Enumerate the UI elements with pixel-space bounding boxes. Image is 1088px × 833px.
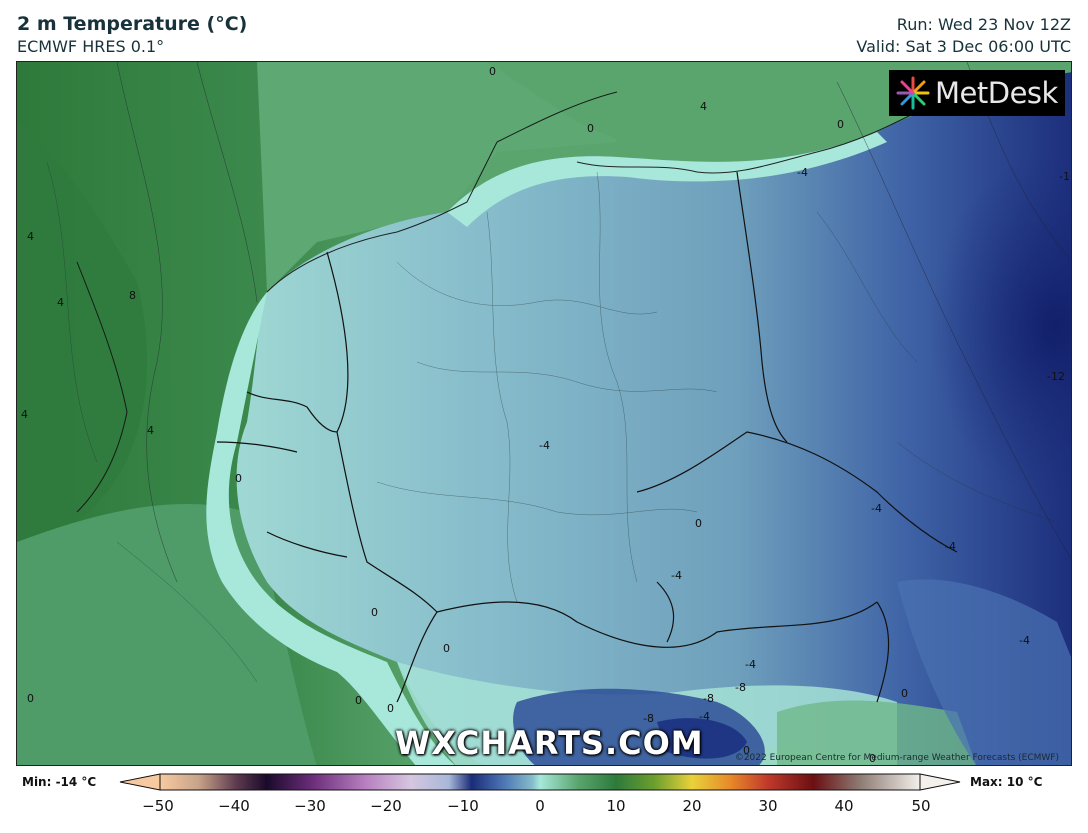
- east-cold-core: [717, 102, 1071, 602]
- contour-label: 0: [587, 122, 594, 135]
- teal-fringe-north: [447, 132, 887, 227]
- contour-label: -8: [643, 712, 654, 725]
- color-bar-body: [159, 773, 921, 791]
- color-bar-right-arrow: [919, 773, 961, 791]
- map-canvas: [17, 62, 1071, 765]
- contour-label: 4: [21, 408, 28, 421]
- temperature-map[interactable]: 4 4 8 4 4 0 0 0 4 -1 -12 -4 0 -4 -4 -4 -…: [16, 61, 1072, 766]
- max-temperature: Max: 10 °C: [970, 775, 1043, 789]
- contour-label: 4: [700, 100, 707, 113]
- logo-text: MetDesk: [935, 76, 1058, 110]
- contour-label: -4: [745, 658, 756, 671]
- contour-label: 0: [27, 692, 34, 705]
- scale-tick-label: 20: [682, 797, 702, 815]
- contour-label: -4: [871, 502, 882, 515]
- contour-label: -4: [671, 569, 682, 582]
- scale-tick-label: 40: [834, 797, 854, 815]
- contour-label: -1: [1059, 170, 1070, 183]
- contour-label: -12: [1047, 370, 1065, 383]
- contour-label: -4: [699, 710, 710, 723]
- regional-borders: [46, 161, 1058, 683]
- contour-label: 0: [743, 744, 750, 757]
- contour-label: -8: [703, 692, 714, 705]
- watermark: WXCHARTS.COM: [395, 724, 704, 762]
- contour-label: 0: [355, 694, 362, 707]
- contour-label: 4: [57, 296, 64, 309]
- contour-label: 4: [27, 230, 34, 243]
- contour-label: 4: [147, 424, 154, 437]
- hungary-green: [777, 700, 977, 765]
- scale-tick-label: −30: [294, 797, 326, 815]
- contour-label: 0: [901, 687, 908, 700]
- contour-label: 0: [489, 65, 496, 78]
- scale-tick-label: −50: [142, 797, 174, 815]
- carpathian-blue: [897, 579, 1071, 765]
- scale-tick-label: −10: [447, 797, 479, 815]
- scale-tick-label: 10: [606, 797, 626, 815]
- contour-label: 0: [695, 517, 702, 530]
- contour-label: 0: [235, 472, 242, 485]
- header-left: 2 m Temperature (°C) ECMWF HRES 0.1°: [17, 12, 247, 58]
- metdesk-logo[interactable]: MetDesk: [889, 70, 1065, 116]
- header-right: Run: Wed 23 Nov 12Z Valid: Sat 3 Dec 06:…: [856, 14, 1071, 58]
- map-title: 2 m Temperature (°C): [17, 13, 248, 35]
- valid-time: Valid: Sat 3 Dec 06:00 UTC: [856, 37, 1071, 56]
- contour-label: -4: [1019, 634, 1030, 647]
- contour-label: 0: [869, 752, 876, 765]
- coastlines: [76, 91, 918, 513]
- contour-label: -8: [735, 681, 746, 694]
- north-sea-green: [257, 62, 617, 292]
- run-time: Run: Wed 23 Nov 12Z: [896, 15, 1071, 34]
- contour-label: -4: [797, 166, 808, 179]
- scale-tick-label: −40: [218, 797, 250, 815]
- contour-label: 0: [387, 702, 394, 715]
- uk-landmass: [17, 122, 147, 552]
- scale-tick-label: 50: [911, 797, 931, 815]
- scale-tick-label: 30: [758, 797, 778, 815]
- country-borders: [216, 171, 958, 703]
- contour-label: 0: [837, 118, 844, 131]
- color-scale-legend: Min: -14 °C: [0, 770, 1088, 833]
- model-name: ECMWF HRES 0.1°: [17, 37, 165, 56]
- metdesk-burst-icon: [896, 76, 930, 110]
- scale-tick-label: −20: [370, 797, 402, 815]
- contour-label: 0: [371, 606, 378, 619]
- contour-label: -4: [539, 439, 550, 452]
- color-bar: [119, 773, 961, 791]
- scale-tick-label: 0: [535, 797, 545, 815]
- color-bar-left-arrow: [119, 773, 161, 791]
- alps-cold-2: [657, 718, 747, 759]
- contour-label: -4: [945, 540, 956, 553]
- contour-label: 8: [129, 289, 136, 302]
- contour-label: 0: [443, 642, 450, 655]
- copyright-notice: ©2022 European Centre for Medium-range W…: [734, 753, 1059, 763]
- min-temperature: Min: -14 °C: [22, 775, 97, 789]
